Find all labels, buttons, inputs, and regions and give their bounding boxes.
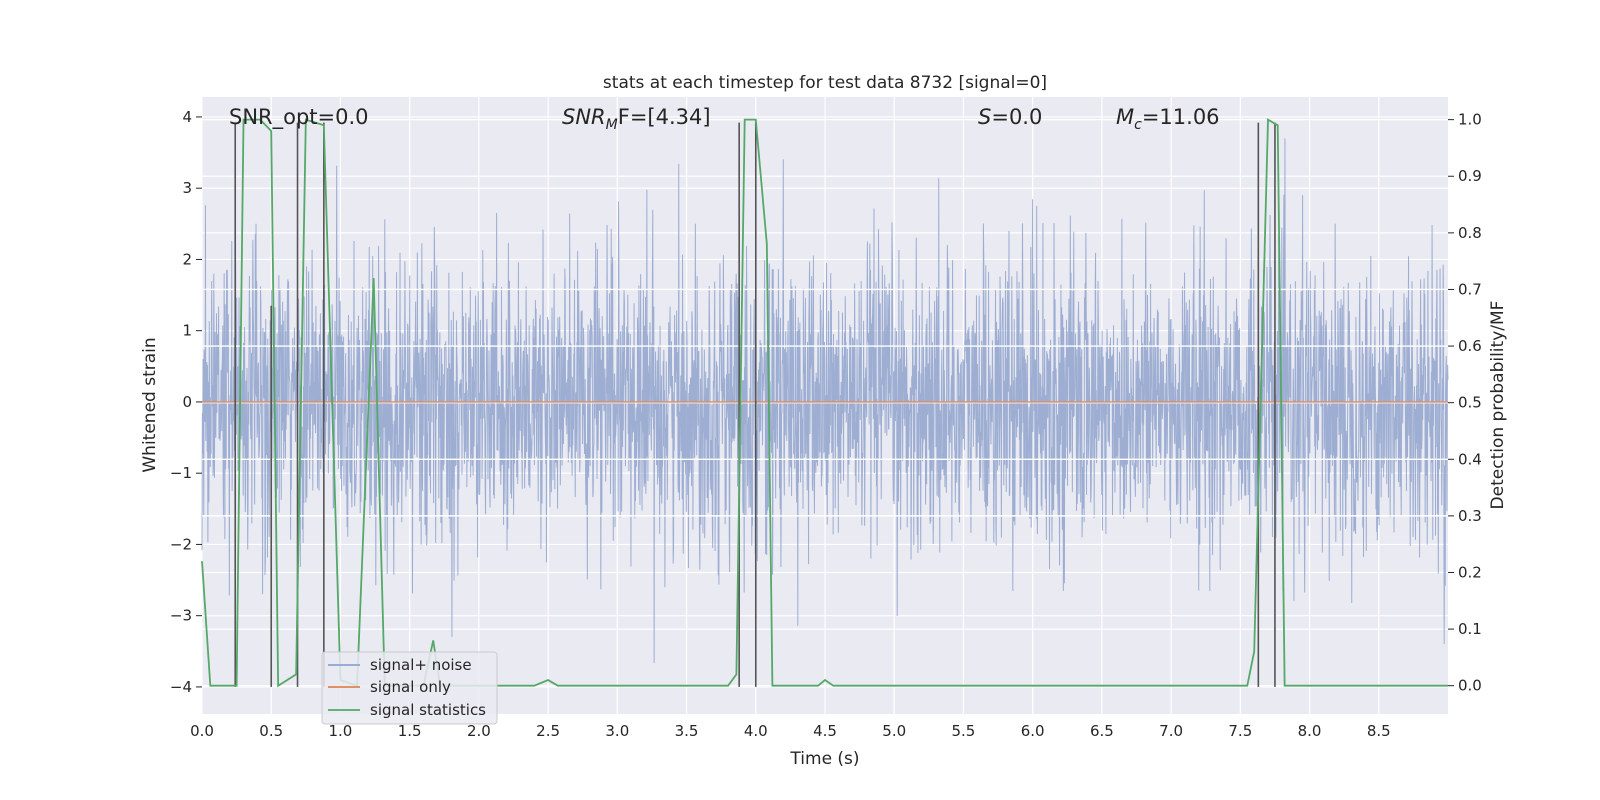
y-left-tick-label: 4 bbox=[182, 108, 192, 126]
y-left-axis-ticks: 4 3 2 1 0 −1 −2 −3 −4 bbox=[170, 108, 202, 696]
x-tick-label: 4.5 bbox=[813, 722, 837, 740]
annotation-s-italic: S bbox=[978, 105, 991, 129]
annotation-snr-mf: SNRMF=[4.34] bbox=[562, 105, 711, 133]
signal-statistics-line bbox=[201, 118, 1448, 688]
x-tick-label: 6.5 bbox=[1090, 722, 1114, 740]
y-right-tick-label: 0.0 bbox=[1458, 677, 1482, 695]
x-tick-label: 6.0 bbox=[1021, 722, 1045, 740]
y-right-axis-label: Detection probability/MF bbox=[1488, 301, 1508, 510]
y-left-axis-label: Whitened strain bbox=[140, 337, 160, 472]
y-right-tick-label: 0.4 bbox=[1458, 450, 1482, 468]
y-right-tick-label: 0.6 bbox=[1458, 337, 1482, 355]
series-signal-noise bbox=[201, 138, 1449, 663]
series-signal-statistics bbox=[201, 118, 1448, 688]
y-right-tick-label: 1.0 bbox=[1458, 111, 1482, 129]
annotation-s: S=0.0 bbox=[978, 105, 1042, 129]
y-right-tick-label: 0.8 bbox=[1458, 224, 1482, 242]
y-left-tick-label: 2 bbox=[182, 250, 192, 268]
x-tick-label: 5.0 bbox=[882, 722, 906, 740]
vertical-markers bbox=[234, 122, 1276, 687]
annotation-mc-rest: =11.06 bbox=[1142, 105, 1220, 129]
y-right-tick-label: 0.1 bbox=[1458, 620, 1482, 638]
y-right-tick-label: 0.7 bbox=[1458, 280, 1482, 298]
y-right-tick-label: 0.2 bbox=[1458, 563, 1482, 581]
legend-label-signal-statistics: signal statistics bbox=[370, 701, 486, 719]
y-left-tick-label: 3 bbox=[182, 179, 192, 197]
x-tick-label: 8.5 bbox=[1367, 722, 1391, 740]
annotation-mc: Mc=11.06 bbox=[1116, 105, 1220, 133]
x-tick-label: 5.5 bbox=[952, 722, 976, 740]
x-axis-label: Time (s) bbox=[789, 749, 859, 769]
x-tick-label: 4.0 bbox=[744, 722, 768, 740]
y-left-tick-label: −2 bbox=[170, 535, 192, 553]
x-tick-label: 1.5 bbox=[398, 722, 422, 740]
x-tick-label: 1.0 bbox=[329, 722, 353, 740]
x-tick-label: 7.0 bbox=[1159, 722, 1183, 740]
x-tick-label: 3.0 bbox=[605, 722, 629, 740]
x-tick-label: 2.5 bbox=[536, 722, 560, 740]
x-tick-label: 0.0 bbox=[190, 722, 214, 740]
annotation-s-rest: =0.0 bbox=[991, 105, 1042, 129]
chart-title: stats at each timestep for test data 873… bbox=[603, 73, 1047, 93]
y-left-tick-label: −1 bbox=[170, 464, 192, 482]
y-right-tick-label: 0.9 bbox=[1458, 167, 1482, 185]
x-tick-label: 7.5 bbox=[1228, 722, 1252, 740]
x-tick-label: 3.5 bbox=[675, 722, 699, 740]
annotation-snr-opt: SNR_opt=0.0 bbox=[229, 105, 369, 130]
legend-label-signal-only: signal only bbox=[370, 678, 451, 696]
y-left-tick-label: −4 bbox=[170, 678, 192, 696]
annotation-snr-mf-base: SNR bbox=[562, 105, 606, 129]
x-axis-ticks: 0.0 0.5 1.0 1.5 2.0 2.5 3.0 3.5 4.0 4.5 5.0 5.5 6.0 6… bbox=[190, 722, 1391, 740]
annotation-snr-mf-sub: M bbox=[606, 117, 618, 133]
x-tick-label: 8.0 bbox=[1298, 722, 1322, 740]
y-left-tick-label: 0 bbox=[182, 393, 192, 411]
y-left-tick-label: 1 bbox=[182, 322, 192, 340]
y-right-tick-label: 0.3 bbox=[1458, 507, 1482, 525]
legend-label-signal-noise: signal+ noise bbox=[370, 656, 472, 674]
annotation-snr-mf-rest: F=[4.34] bbox=[618, 105, 711, 129]
annotation-mc-italic: M bbox=[1116, 105, 1134, 129]
legend: signal+ noise signal only signal statist… bbox=[321, 651, 498, 725]
y-right-axis-ticks: 1.0 0.9 0.8 0.7 0.6 0.5 0.4 0.3 0.2 0.1 0.0 bbox=[1448, 111, 1482, 695]
noise-line bbox=[201, 138, 1449, 663]
annotation-mc-sub: c bbox=[1134, 117, 1142, 133]
y-left-tick-label: −3 bbox=[170, 607, 192, 625]
y-right-tick-label: 0.5 bbox=[1458, 394, 1482, 412]
x-tick-label: 2.0 bbox=[467, 722, 491, 740]
legend-box bbox=[321, 651, 498, 725]
x-tick-label: 0.5 bbox=[259, 722, 283, 740]
